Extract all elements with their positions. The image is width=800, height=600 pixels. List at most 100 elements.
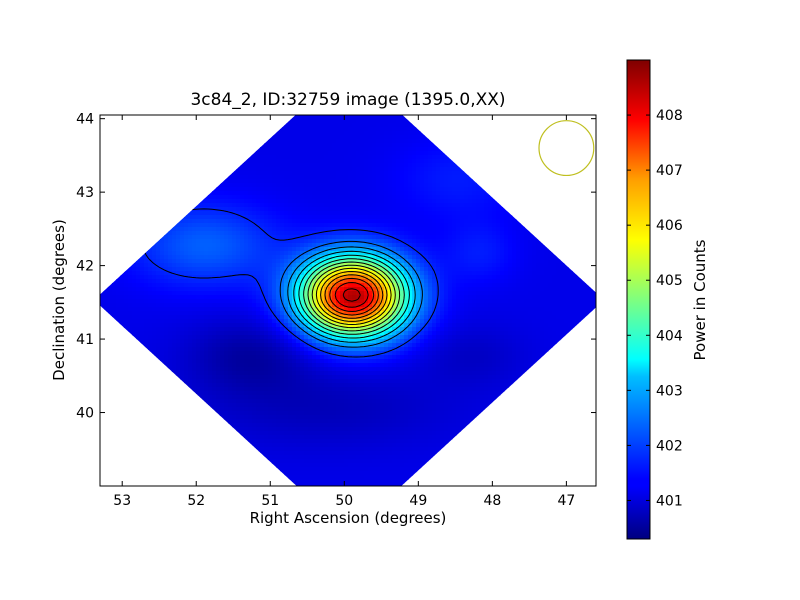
heatmap-cell xyxy=(164,271,169,276)
heatmap-cell xyxy=(420,175,425,180)
heatmap-cell xyxy=(352,131,357,136)
heatmap-cell xyxy=(480,223,485,228)
heatmap-cell xyxy=(396,271,401,276)
heatmap-cell xyxy=(388,263,393,268)
heatmap-cell xyxy=(552,271,557,276)
heatmap-cell xyxy=(496,247,501,252)
heatmap-cell xyxy=(176,243,181,248)
heatmap-cell xyxy=(512,223,517,228)
heatmap-cell xyxy=(384,267,389,272)
heatmap-cell xyxy=(376,115,381,120)
heatmap-cell xyxy=(372,151,377,156)
heatmap-cell xyxy=(216,239,221,244)
heatmap-cell xyxy=(384,259,389,264)
heatmap-cell xyxy=(528,255,533,260)
heatmap-cell xyxy=(328,119,333,124)
heatmap-cell xyxy=(216,207,221,212)
heatmap-cell xyxy=(188,211,193,216)
heatmap-cell xyxy=(504,235,509,240)
heatmap-cell xyxy=(196,251,201,256)
heatmap-cell xyxy=(448,167,453,172)
heatmap-cell xyxy=(396,199,401,204)
heatmap-cell xyxy=(348,115,353,120)
heatmap-cell xyxy=(408,239,413,244)
heatmap-cell xyxy=(416,187,421,192)
heatmap-cell xyxy=(260,147,265,152)
heatmap-cell xyxy=(304,211,309,216)
heatmap-cell xyxy=(392,243,397,248)
heatmap-cell xyxy=(440,255,445,260)
heatmap-cell xyxy=(224,231,229,236)
heatmap-cell xyxy=(232,219,237,224)
heatmap-cell xyxy=(324,155,329,160)
heatmap-cell xyxy=(304,203,309,208)
heatmap-cell xyxy=(444,271,449,276)
heatmap-cell xyxy=(180,219,185,224)
heatmap-cell xyxy=(272,135,277,140)
heatmap-cell xyxy=(380,207,385,212)
heatmap-cell xyxy=(316,239,321,244)
heatmap-cell xyxy=(264,255,269,260)
heatmap-cell xyxy=(384,215,389,220)
heatmap-cell xyxy=(276,171,281,176)
heatmap-cell xyxy=(420,219,425,224)
heatmap-cell xyxy=(340,143,345,148)
heatmap-cell xyxy=(264,259,269,264)
heatmap-cell xyxy=(480,231,485,236)
heatmap-cell xyxy=(432,179,437,184)
heatmap-cell xyxy=(324,183,329,188)
heatmap-cell xyxy=(368,223,373,228)
heatmap-cell xyxy=(456,239,461,244)
heatmap-cell xyxy=(472,211,477,216)
heatmap-cell xyxy=(324,143,329,148)
heatmap-cell xyxy=(500,247,505,252)
heatmap-cell xyxy=(252,227,257,232)
heatmap-cell xyxy=(456,215,461,220)
heatmap-cell xyxy=(412,235,417,240)
heatmap-cell xyxy=(348,267,353,272)
heatmap-cell xyxy=(416,139,421,144)
heatmap-cell xyxy=(164,263,169,268)
heatmap-cell xyxy=(428,143,433,148)
heatmap-cell xyxy=(136,259,141,264)
heatmap-cell xyxy=(268,231,273,236)
heatmap-cell xyxy=(392,259,397,264)
heatmap-cell xyxy=(304,147,309,152)
heatmap-cell xyxy=(416,259,421,264)
heatmap-cell xyxy=(460,235,465,240)
heatmap-cell xyxy=(396,195,401,200)
heatmap-cell xyxy=(412,219,417,224)
heatmap-cell xyxy=(296,199,301,204)
heatmap-cell xyxy=(248,215,253,220)
heatmap-cell xyxy=(448,199,453,204)
heatmap-cell xyxy=(300,263,305,268)
heatmap-cell xyxy=(516,235,521,240)
heatmap-cell xyxy=(196,259,201,264)
heatmap-cell xyxy=(364,191,369,196)
heatmap-cell xyxy=(444,231,449,236)
heatmap-cell xyxy=(372,191,377,196)
heatmap-cell xyxy=(204,235,209,240)
heatmap-cell xyxy=(516,247,521,252)
heatmap-cell xyxy=(340,215,345,220)
heatmap-cell xyxy=(308,251,313,256)
heatmap-cell xyxy=(208,235,213,240)
heatmap-cell xyxy=(348,191,353,196)
heatmap-cell xyxy=(240,167,245,172)
heatmap-cell xyxy=(256,163,261,168)
heatmap-cell xyxy=(412,271,417,276)
heatmap-cell xyxy=(304,251,309,256)
heatmap-cell xyxy=(124,275,129,280)
heatmap-cell xyxy=(368,123,373,128)
heatmap-cell xyxy=(500,207,505,212)
heatmap-cell xyxy=(280,187,285,192)
heatmap-cell xyxy=(228,263,233,268)
heatmap-cell xyxy=(236,219,241,224)
heatmap-cell xyxy=(444,215,449,220)
heatmap-cell xyxy=(264,187,269,192)
heatmap-cell xyxy=(484,199,489,204)
heatmap-cell xyxy=(368,203,373,208)
heatmap-cell xyxy=(284,179,289,184)
heatmap-cell xyxy=(404,183,409,188)
heatmap-cell xyxy=(276,219,281,224)
